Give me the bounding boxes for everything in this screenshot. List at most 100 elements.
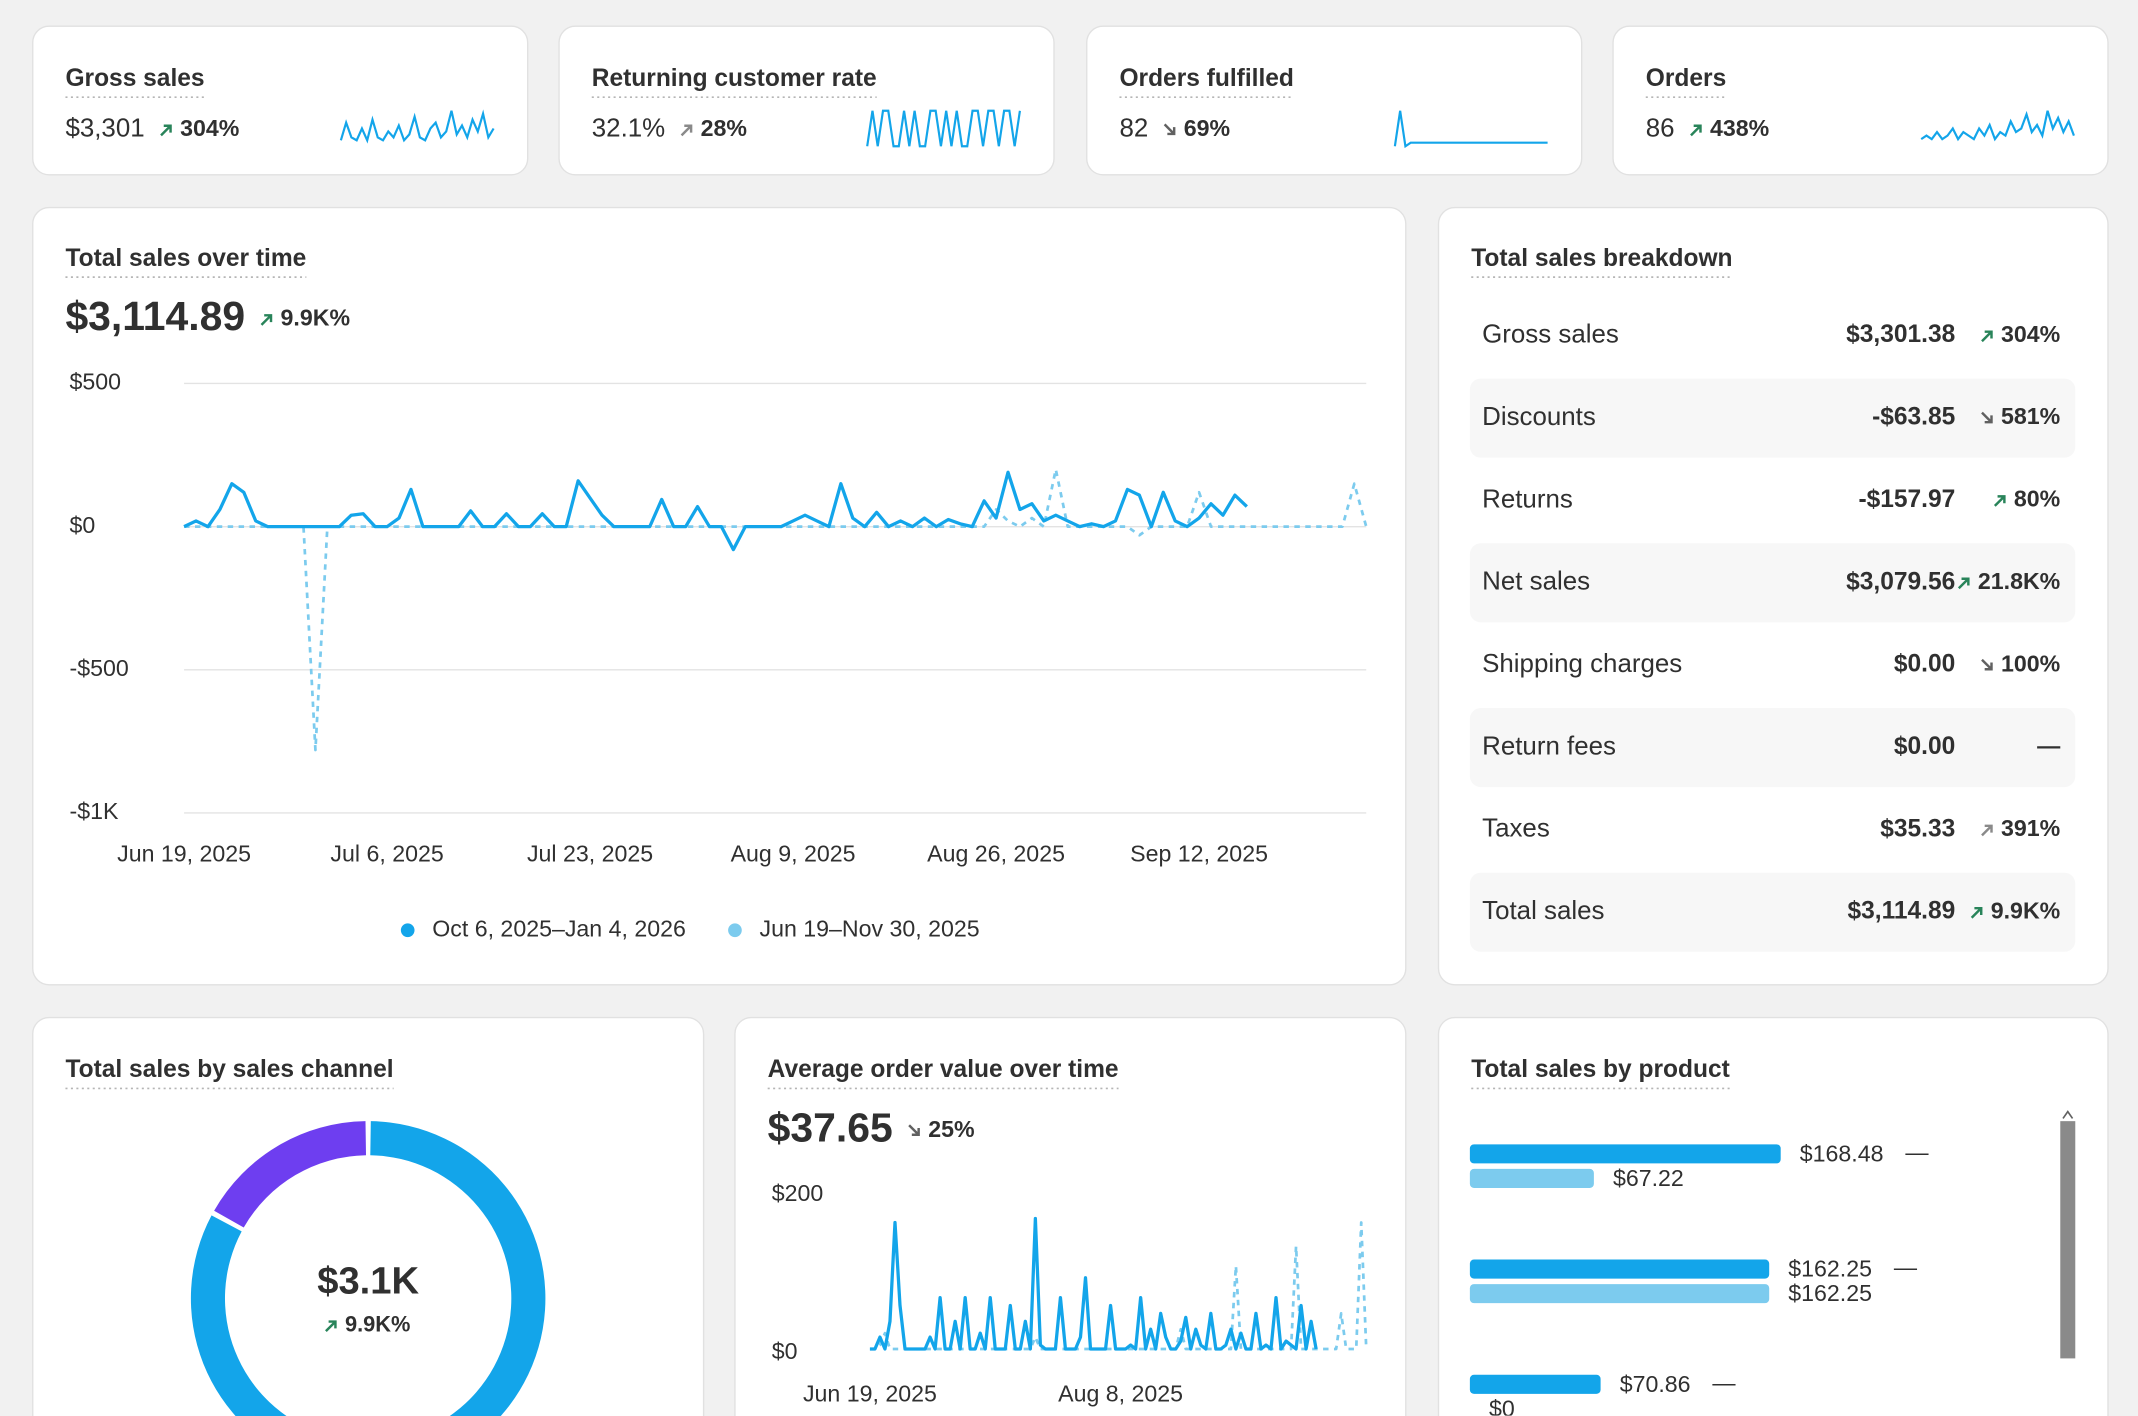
row-name[interactable]: Gross sales — [1482, 321, 1619, 349]
metric-value: $3,301 — [65, 115, 144, 143]
card-title: Average order value over time — [768, 1056, 1119, 1083]
change: 100% — [2001, 650, 2060, 676]
change: 304% — [2001, 321, 2060, 347]
bar-value-label: $0 — [1489, 1395, 1515, 1416]
bar-value-label: $67.22 — [1613, 1165, 1684, 1191]
y-tick-label: $200 — [772, 1180, 824, 1206]
sparkline — [866, 109, 1021, 148]
change: 304% — [180, 115, 239, 141]
x-tick-label: Sep 12, 2025 — [1130, 840, 1268, 866]
change: 25% — [928, 1116, 974, 1142]
bar-value-label: $70.86 — [1620, 1371, 1691, 1397]
bar — [1469, 1284, 1770, 1304]
row-name[interactable]: Shipping charges — [1482, 650, 1682, 678]
card-title: Total sales by product — [1471, 1056, 1730, 1083]
series-line — [869, 1216, 1318, 1351]
card-title: Orders fulfilled — [1119, 65, 1293, 92]
trend-arrow — [1981, 824, 1993, 837]
sparkline — [1393, 110, 1548, 149]
row-background — [1469, 378, 2076, 458]
trend-arrow — [1970, 906, 1983, 919]
row-name[interactable]: Total sales — [1482, 897, 1604, 925]
row-background — [1469, 543, 2076, 623]
y-tick-label: $0 — [772, 1338, 798, 1364]
trend-arrow — [260, 314, 273, 326]
change: 581% — [2001, 403, 2060, 429]
series-line — [183, 470, 1248, 552]
metric-value: 82 — [1119, 115, 1148, 143]
legend-label: Oct 6, 2025–Jan 4, 2026 — [432, 915, 686, 941]
row-value: $3,301.38 — [1846, 321, 1955, 348]
card — [1437, 1016, 2109, 1416]
row-value: $35.33 — [1880, 815, 1955, 842]
card-title: Total sales over time — [65, 245, 306, 272]
bar — [1469, 1374, 1601, 1394]
legend-dot — [728, 923, 742, 938]
bar-change: — — [1712, 1369, 1736, 1395]
trend-arrow — [680, 124, 693, 137]
x-tick-label: Aug 9, 2025 — [731, 840, 856, 866]
trend-arrow — [1981, 330, 1993, 343]
trend-arrow — [908, 1124, 920, 1137]
metric-value: 86 — [1646, 115, 1675, 143]
chart-total: $37.65 — [768, 1104, 893, 1150]
card — [1612, 25, 2109, 176]
row-name[interactable]: Return fees — [1482, 732, 1616, 760]
trend-arrow — [1981, 658, 1993, 671]
row-name[interactable]: Net sales — [1482, 568, 1590, 596]
row-background — [1469, 872, 2076, 952]
legend-dot — [400, 923, 415, 938]
change: 9.9K% — [345, 1311, 410, 1336]
x-tick-label: Jun 19, 2025 — [803, 1380, 937, 1406]
change: 9.9K% — [281, 305, 351, 331]
trend-arrow — [1690, 124, 1702, 137]
product-bars: $168.48 $67.22 — $162.25$162.25 — $70.86 $0 — — [1469, 1139, 1929, 1416]
scrollbar[interactable] — [2060, 1121, 2076, 1359]
card — [32, 206, 1407, 986]
card — [32, 25, 529, 176]
bar-change: — — [1894, 1254, 1918, 1280]
row-value: $3,079.56 — [1846, 568, 1955, 595]
x-tick-label: Jun 19, 2025 — [117, 840, 251, 866]
row-value: $0.00 — [1894, 733, 1955, 760]
row-name[interactable]: Discounts — [1482, 403, 1596, 431]
metric-value: 32.1% — [592, 115, 665, 143]
donut-segment — [214, 1121, 367, 1228]
row-value: -$157.97 — [1858, 486, 1955, 513]
trend-arrow — [325, 1320, 337, 1332]
x-tick-label: Aug 8, 2025 — [1058, 1380, 1183, 1406]
legend-label: Jun 19–Nov 30, 2025 — [759, 915, 979, 941]
row-value: -$63.85 — [1872, 404, 1955, 431]
card-title: Total sales by sales channel — [65, 1056, 393, 1083]
card — [558, 25, 1055, 176]
scroll-up — [2062, 1110, 2074, 1119]
row-name[interactable]: Returns — [1482, 485, 1573, 513]
bar-value-label: $162.25 — [1788, 1256, 1872, 1282]
bar — [1469, 1259, 1770, 1279]
change: — — [2037, 733, 2061, 759]
change: 9.9K% — [1991, 897, 2061, 923]
bar-value-label: $168.48 — [1800, 1140, 1884, 1166]
card-title: Returning customer rate — [592, 65, 877, 92]
card-title: Gross sales — [65, 65, 204, 92]
trend-arrow — [1981, 411, 1993, 424]
y-tick-label: $500 — [70, 369, 122, 395]
change: 28% — [701, 115, 747, 141]
change: 391% — [2001, 815, 2060, 841]
y-tick-label: $0 — [70, 512, 96, 538]
card-title: Orders — [1646, 65, 1726, 92]
trend-arrow — [160, 124, 172, 137]
change: 21.8K% — [1978, 568, 2060, 594]
sparkline — [339, 109, 495, 144]
row-name[interactable]: Taxes — [1482, 815, 1550, 843]
trend-arrow — [1163, 123, 1176, 136]
donut-segment — [190, 1121, 546, 1416]
donut-total: $3.1K — [317, 1259, 419, 1302]
trend-arrow — [1993, 495, 2006, 507]
bar-value-label: $162.25 — [1788, 1280, 1872, 1306]
change: 80% — [2014, 486, 2060, 512]
y-tick-label: -$1K — [70, 798, 119, 824]
row-background — [1469, 708, 2076, 788]
